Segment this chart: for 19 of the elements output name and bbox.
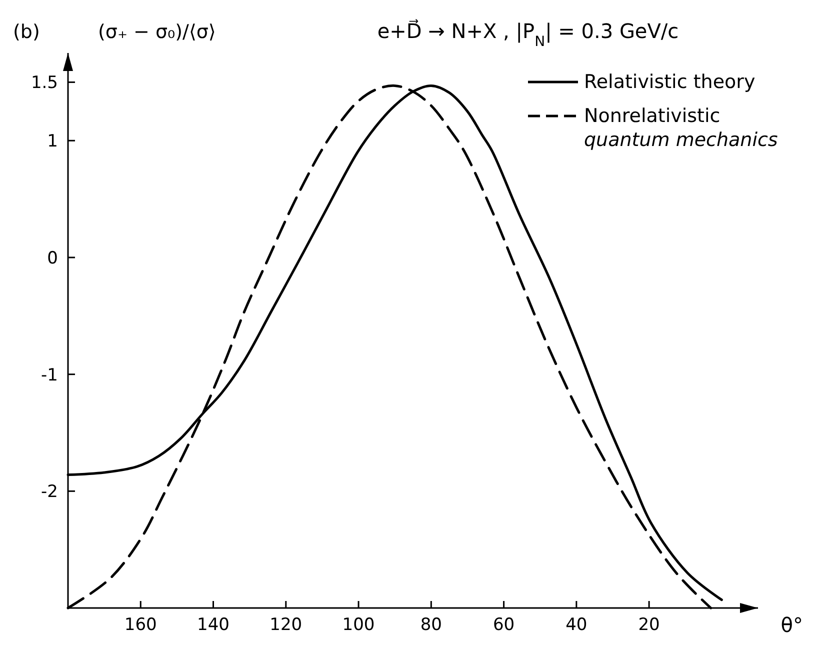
y-tick-label: 1 [47, 132, 58, 152]
y-tick-label: 1.5 [30, 73, 58, 94]
y-tick-label: -2 [41, 482, 58, 502]
x-tick-label: 100 [342, 615, 375, 635]
text: (b) [13, 21, 40, 43]
x-tick-label: 40 [566, 615, 588, 635]
y-axis-title: (σ₊ − σ₀)/⟨σ⟩ [98, 21, 216, 43]
x-tick-label: 60 [492, 615, 515, 635]
x-axis-title: θ° [780, 613, 803, 637]
x-tick-label: 80 [420, 615, 442, 635]
x-tick-label: 140 [197, 615, 230, 635]
x-tick-label: 160 [124, 615, 157, 635]
y-tick-label: 0 [47, 248, 58, 268]
legend-label: Nonrelativistic quantum mechanics [584, 105, 778, 151]
legend-label: Relativistic theory [584, 71, 756, 93]
x-tick-label: 120 [270, 615, 302, 635]
chart-title: e+D⃗ → N+X , |P$_{N}$| = 0.3 GeV/c [377, 18, 679, 50]
x-tick-label: 20 [638, 615, 660, 635]
y-tick-label: -1 [41, 365, 58, 386]
